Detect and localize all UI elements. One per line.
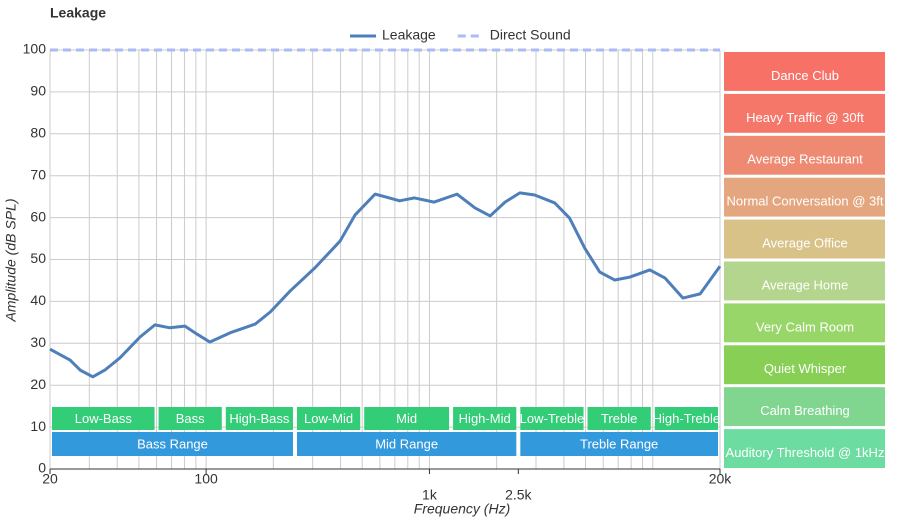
x-axis-label: Frequency (Hz) [414, 501, 510, 517]
band [520, 407, 584, 430]
legend-label: Leakage [382, 27, 436, 43]
band-label: High-Mid [459, 411, 511, 426]
level-box [724, 261, 885, 301]
level-box [724, 387, 885, 427]
level-box [724, 52, 885, 91]
band [52, 407, 155, 430]
y-tick-label: 100 [23, 41, 47, 57]
band [587, 407, 651, 430]
level-label: Quiet Whisper [764, 361, 847, 376]
band-label: Low-Treble [520, 411, 585, 426]
y-tick-label: 10 [30, 418, 46, 434]
range [296, 432, 517, 456]
band [453, 407, 517, 430]
band [296, 407, 361, 430]
y-tick-label: 90 [30, 83, 46, 99]
level-label: Average Restaurant [747, 152, 863, 167]
level-label: Average Home [762, 277, 848, 292]
y-tick-label: 80 [30, 125, 46, 141]
y-tick-label: 50 [30, 250, 46, 266]
y-tick-label: 0 [38, 460, 46, 476]
legend-label: Direct Sound [490, 27, 571, 43]
x-tick-label: 2.5k [505, 487, 532, 503]
level-label: Heavy Traffic @ 30ft [746, 110, 864, 125]
level-box [724, 429, 885, 468]
level-label: Dance Club [771, 68, 839, 83]
level-label: Very Calm Room [756, 319, 854, 334]
band-label: Treble [601, 411, 637, 426]
level-box [724, 219, 885, 259]
level-box [724, 135, 885, 175]
level-box [724, 303, 885, 343]
range [520, 432, 718, 456]
level-label: Calm Breathing [760, 403, 850, 418]
range-label: Treble Range [580, 436, 658, 451]
range-label: Bass Range [137, 436, 208, 451]
band [364, 407, 450, 430]
y-axis-label: Amplitude (dB SPL) [3, 199, 19, 323]
series-line [49, 191, 722, 379]
y-tick-label: 70 [30, 166, 46, 182]
x-tick-label: 1k [422, 487, 438, 503]
band-label: Bass [176, 411, 205, 426]
range-label: Mid Range [375, 436, 438, 451]
level-box [724, 177, 885, 217]
band [158, 407, 222, 430]
level-box [724, 345, 885, 385]
band-label: Low-Mid [304, 411, 353, 426]
y-tick-label: 40 [30, 292, 46, 308]
band [654, 407, 718, 430]
band-label: Mid [396, 411, 417, 426]
band [225, 407, 293, 430]
x-tick-label: 20 [42, 471, 58, 487]
level-label: Average Office [762, 235, 848, 250]
y-tick-label: 20 [30, 376, 46, 392]
level-box [724, 93, 885, 133]
x-tick-label: 20k [709, 471, 733, 487]
level-label: Normal Conversation @ 3ft [727, 194, 884, 209]
y-tick-label: 30 [30, 334, 46, 350]
band-label: High-Bass [229, 411, 289, 426]
range [52, 432, 293, 456]
band-label: Low-Bass [75, 411, 133, 426]
band-label: High-Treble [653, 411, 720, 426]
level-label: Auditory Threshold @ 1kHz [726, 445, 885, 460]
x-tick-label: 100 [194, 471, 218, 487]
y-tick-label: 60 [30, 208, 46, 224]
chart-title: Leakage [50, 5, 106, 21]
